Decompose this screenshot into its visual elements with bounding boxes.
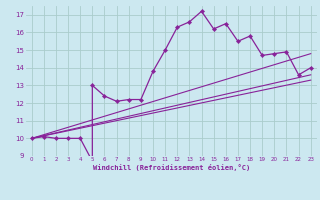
X-axis label: Windchill (Refroidissement éolien,°C): Windchill (Refroidissement éolien,°C) [92,164,250,171]
